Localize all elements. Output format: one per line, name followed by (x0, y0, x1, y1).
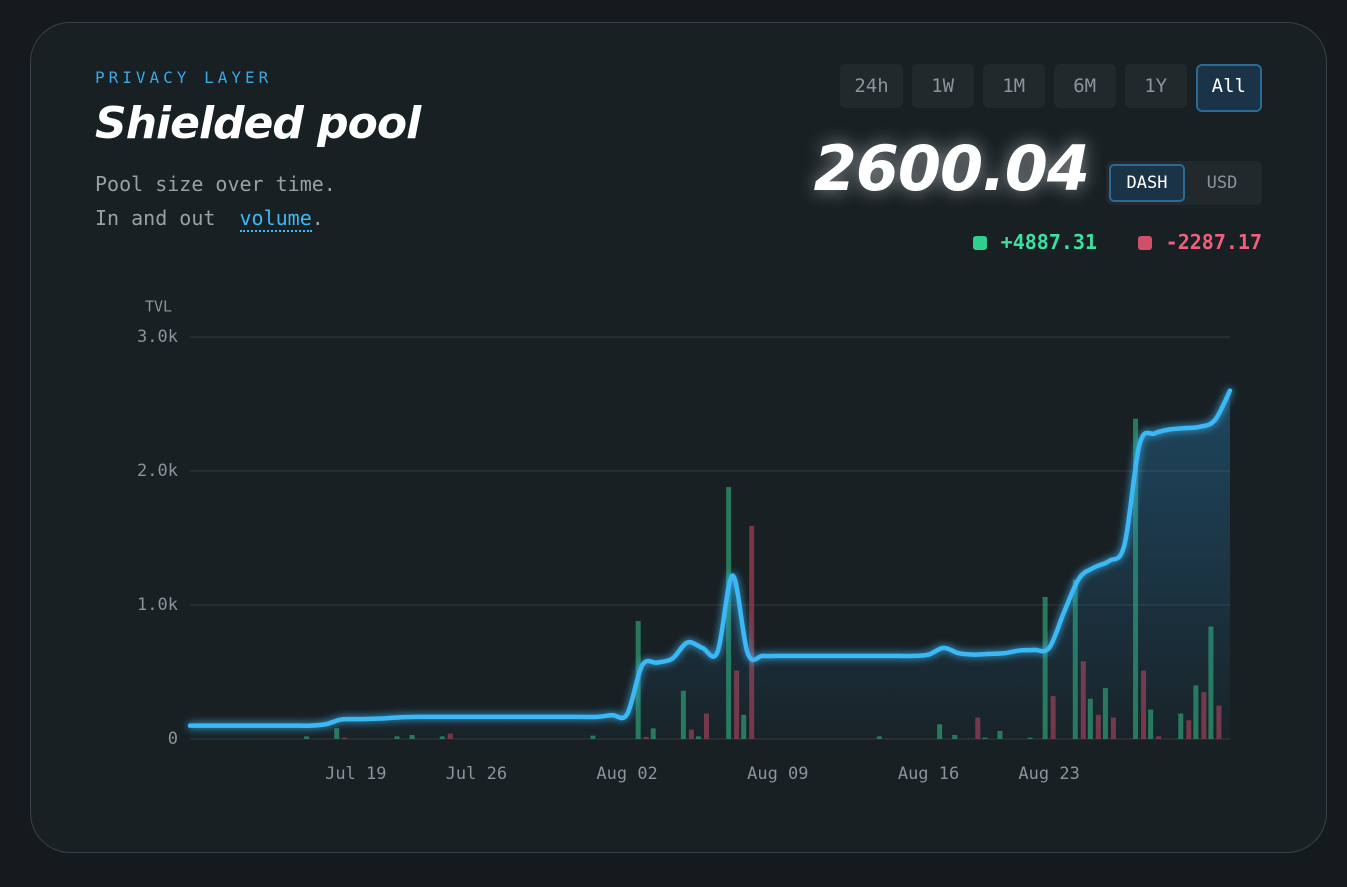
x-tick-label: Jul 26 (446, 764, 507, 784)
volume-bar (749, 525, 755, 739)
y-tick-label: 2.0k (137, 461, 178, 481)
unit-toggle: DASH USD (1106, 161, 1262, 205)
description: In and out (95, 206, 216, 230)
description: In and out volume. (95, 206, 324, 232)
title: Shielded pool (95, 98, 421, 149)
legend-swatch (1137, 236, 1152, 250)
y-tick-label: 0 (168, 729, 178, 749)
description: Pool size over time. (95, 172, 336, 196)
range-button[interactable]: 1W (911, 64, 974, 108)
outflow-value: -2287.17 (1165, 230, 1262, 254)
tvl-line (187, 388, 1233, 728)
range-button[interactable]: All (1195, 64, 1262, 112)
x-tick-label: Jul 19 (325, 764, 386, 784)
legend-swatch (972, 236, 987, 250)
range-button[interactable]: 1M (982, 64, 1045, 108)
tvl-area (190, 390, 1230, 739)
unit-button[interactable]: DASH (1109, 164, 1185, 202)
x-tick-label: Aug 16 (898, 764, 959, 784)
inflow-stat: +4887.31 (972, 230, 1097, 254)
eyebrow: PRIVACY LAYER (95, 68, 273, 87)
inflow-value: +4887.31 (1000, 230, 1097, 254)
y-tick-label: 1.0k (137, 595, 178, 615)
range-button[interactable]: 6M (1053, 64, 1116, 108)
y-axis-label: TVL (145, 298, 172, 316)
unit-button[interactable]: USD (1206, 173, 1238, 193)
range-button[interactable]: 24h (840, 64, 903, 108)
description: . (311, 206, 324, 230)
range-button[interactable]: 1Y (1124, 64, 1187, 108)
total-value: 2600.04 (813, 132, 1090, 205)
y-tick-label: 3.0k (137, 327, 178, 347)
x-tick-label: Aug 02 (596, 764, 657, 784)
x-tick-label: Aug 23 (1018, 764, 1079, 784)
x-tick-label: Aug 09 (747, 764, 808, 784)
outflow-stat: -2287.17 (1137, 230, 1262, 254)
volume-link[interactable]: volume (239, 206, 312, 232)
range-selector: 24h 1W 1M 6M 1Y All (840, 64, 1262, 112)
